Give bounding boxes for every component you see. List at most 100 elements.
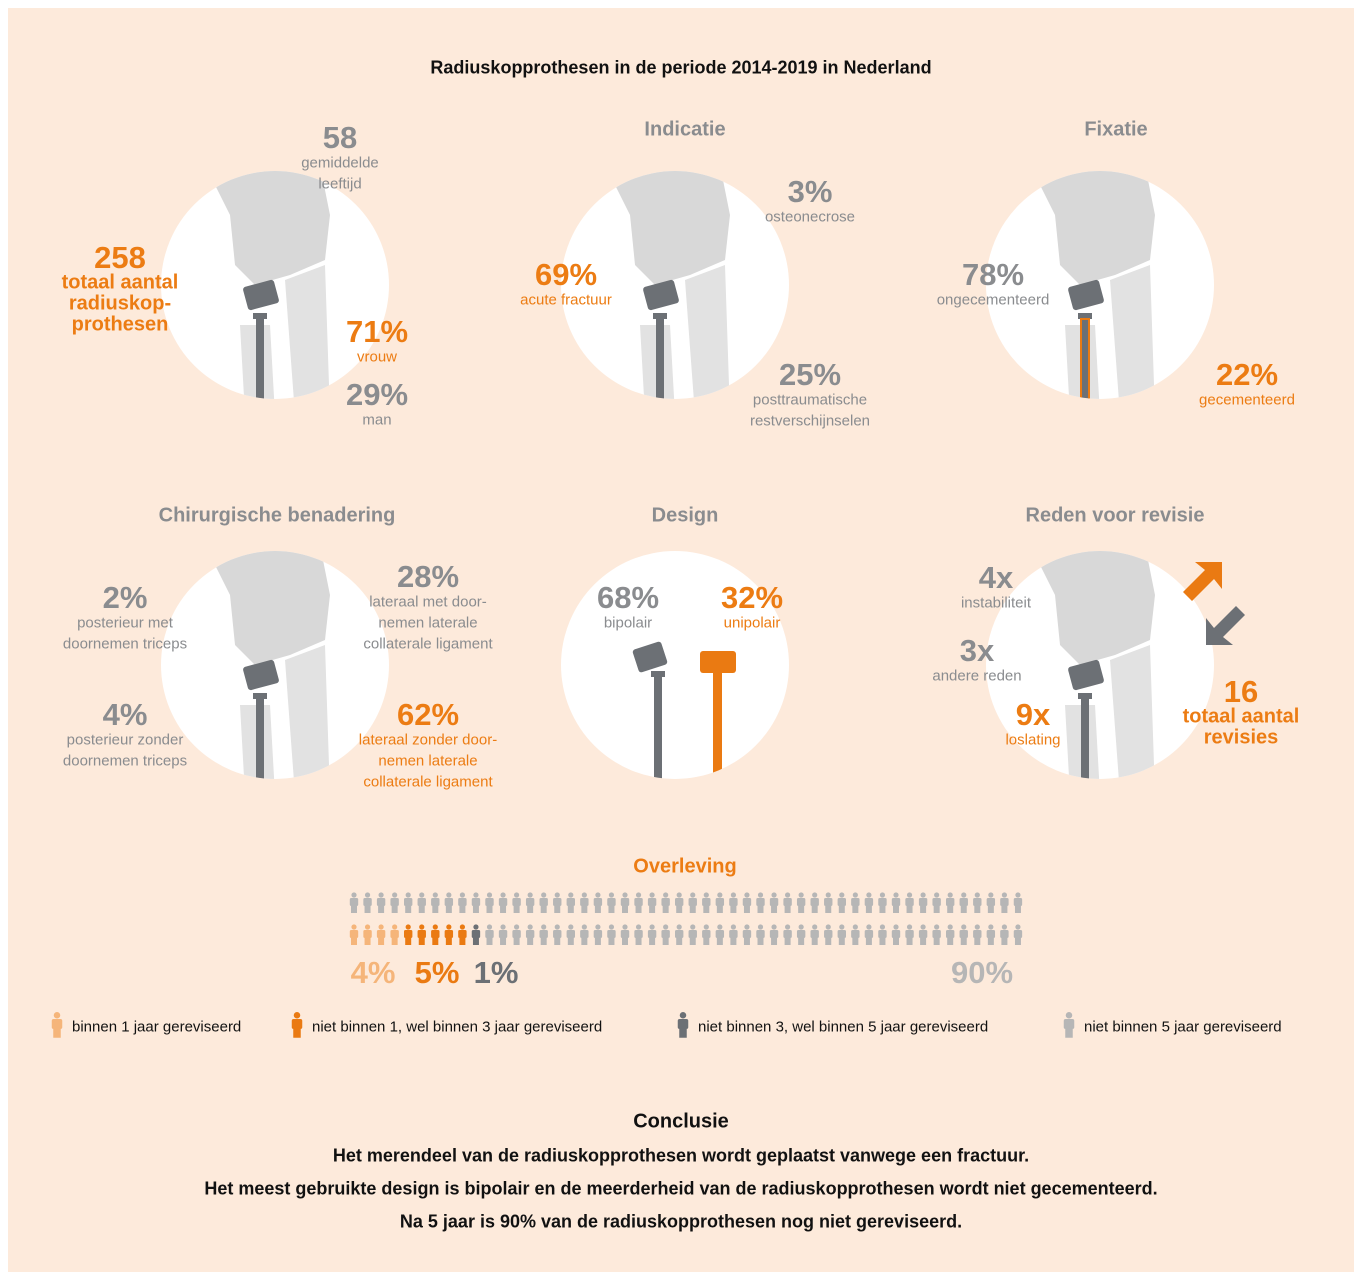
body [797, 930, 805, 938]
body [377, 898, 385, 906]
person-icon [987, 924, 995, 945]
legs [866, 938, 872, 945]
head [636, 892, 641, 897]
person-icon [689, 892, 697, 913]
head [988, 924, 993, 929]
body [553, 930, 561, 938]
head [880, 892, 885, 897]
stat-label: doornemen triceps [63, 636, 187, 653]
stat-label: radiuskop- [69, 293, 171, 316]
person-icon [770, 892, 778, 913]
head [1015, 892, 1020, 897]
person-icon [499, 924, 507, 945]
body [932, 930, 940, 938]
person-icon [865, 924, 873, 945]
legs [988, 938, 994, 945]
head [934, 892, 939, 897]
legs [541, 906, 547, 913]
head [622, 924, 627, 929]
head [785, 924, 790, 929]
stat-label: vrouw [357, 349, 397, 366]
head [294, 1012, 301, 1019]
person-icon [431, 924, 439, 945]
body [404, 898, 412, 906]
head [379, 924, 384, 929]
legs [812, 906, 818, 913]
head [582, 892, 587, 897]
head [514, 892, 519, 897]
body [756, 930, 764, 938]
person-icon [404, 924, 412, 945]
head [880, 924, 885, 929]
legs [717, 906, 723, 913]
legs [785, 938, 791, 945]
person-icon [445, 924, 453, 945]
person-icon [350, 892, 358, 913]
person-icon [919, 892, 927, 913]
stat-label: instabiliteit [961, 595, 1031, 612]
arrow [1206, 606, 1245, 645]
conclusion-line: Na 5 jaar is 90% van de radiuskopprothes… [400, 1212, 962, 1233]
person-icon [838, 892, 846, 913]
head [365, 924, 370, 929]
person-icon [661, 924, 669, 945]
body [892, 930, 900, 938]
legs [663, 906, 669, 913]
body [811, 898, 819, 906]
person-icon [960, 924, 968, 945]
person-icon [648, 924, 656, 945]
stat-label: unipolair [724, 615, 781, 632]
head [826, 924, 831, 929]
panel-title: Design [652, 505, 719, 528]
survival-label: 5% [415, 955, 460, 991]
head [433, 892, 438, 897]
body [946, 930, 954, 938]
head [406, 924, 411, 929]
legs [934, 906, 940, 913]
legs [663, 938, 669, 945]
body [418, 898, 426, 906]
body [878, 898, 886, 906]
head [663, 892, 668, 897]
legs [554, 906, 560, 913]
head [758, 924, 763, 929]
implant-neck [253, 693, 267, 699]
conclusion-line: Het merendeel van de radiuskopprothesen … [333, 1146, 1029, 1167]
person-icon [621, 892, 629, 913]
legs [717, 938, 723, 945]
stat-label: ongecementeerd [937, 292, 1050, 309]
body [1000, 930, 1008, 938]
body [675, 930, 683, 938]
stat-label: andere reden [932, 668, 1021, 685]
stat-label: posttraumatische [753, 392, 867, 409]
body [783, 898, 791, 906]
legs [893, 938, 899, 945]
legs [419, 906, 425, 913]
legend-label: niet binnen 1, wel binnen 3 jaar gerevis… [312, 1019, 602, 1036]
legs [703, 938, 709, 945]
body [580, 930, 588, 938]
legs [907, 938, 913, 945]
legs [690, 906, 696, 913]
head [680, 1012, 687, 1019]
legs [758, 938, 764, 945]
legs [432, 938, 438, 945]
person-icon [377, 892, 385, 913]
survival-label: 1% [474, 955, 519, 991]
body [661, 930, 669, 938]
person-icon [675, 924, 683, 945]
head [961, 924, 966, 929]
body [621, 930, 629, 938]
stat-value: 62% [397, 697, 459, 733]
person-icon [661, 892, 669, 913]
person-icon [756, 892, 764, 913]
legs [500, 906, 506, 913]
legs [527, 938, 533, 945]
head [826, 892, 831, 897]
legs [676, 906, 682, 913]
body [292, 1019, 303, 1029]
person-icon [472, 924, 480, 945]
person-icon [919, 924, 927, 945]
body [634, 930, 642, 938]
implant-stem [256, 319, 264, 419]
